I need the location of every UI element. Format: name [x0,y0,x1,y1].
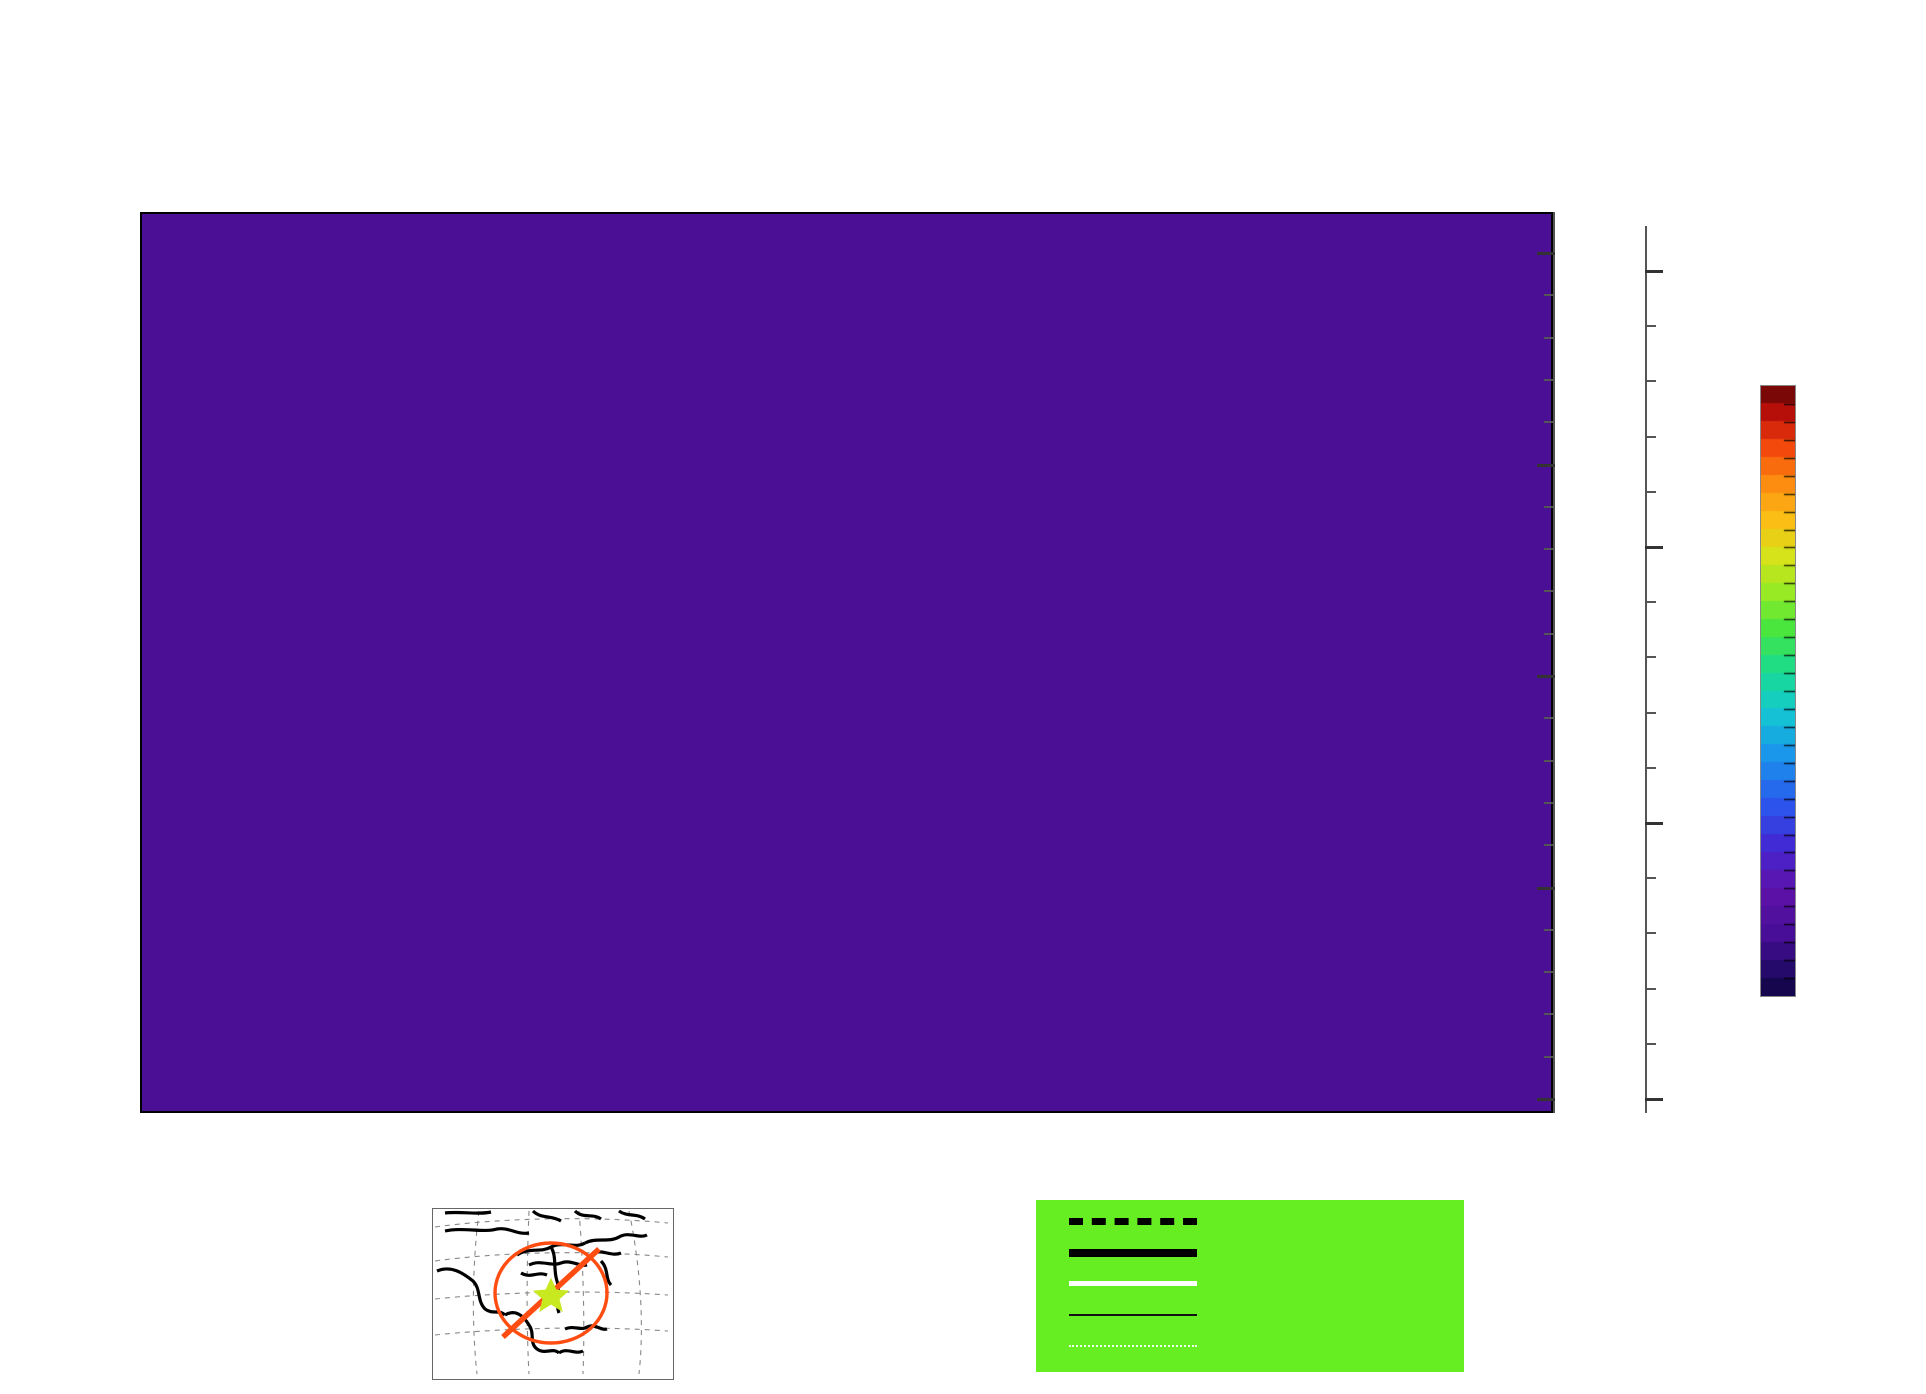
latitude-axis-row [0,126,1553,154]
graticule-lines [434,1210,669,1375]
thin-black-line-icon [1058,1299,1208,1330]
epv-colorfill-field [142,214,1551,1111]
legend-box [1036,1200,1464,1372]
colorbar [1760,385,1796,997]
center-star-marker [532,1277,570,1313]
z-km-axis-spine [1537,212,1555,1113]
white-line-icon [1058,1268,1208,1299]
thick-black-line-icon [1058,1237,1208,1268]
coastline-paths [436,1209,648,1355]
legend-item-tropopause [1036,1237,1464,1268]
legend-item-theta [1036,1330,1464,1361]
longitude-axis-row [0,166,1553,194]
dashed-black-line-icon [1058,1206,1208,1237]
white-dotted-line-icon [1058,1330,1208,1361]
inset-map-svg [434,1209,669,1375]
epv-cross-section-plot [140,212,1553,1113]
legend-item-epv [1036,1206,1464,1237]
z-kft-axis-spine [1645,226,1663,1113]
inset-location-map [432,1208,674,1380]
legend-item-ozone [1036,1268,1464,1299]
legend-item-wind [1036,1299,1464,1330]
range-circle [493,1241,609,1345]
